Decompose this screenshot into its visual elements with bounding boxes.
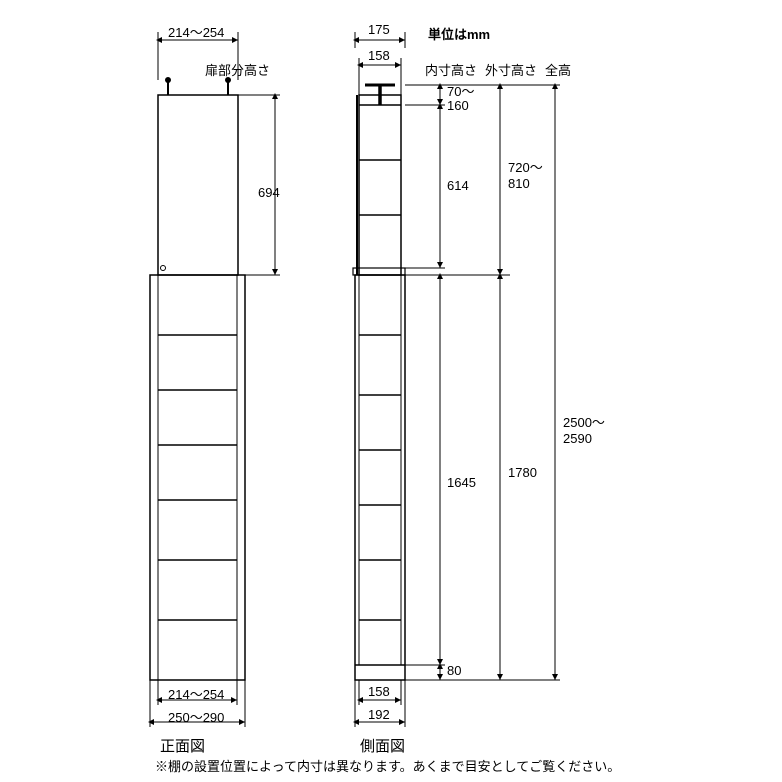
side-title: 側面図 <box>360 735 405 756</box>
front-view <box>150 32 280 727</box>
side-top-outer: 175 <box>368 22 390 37</box>
footnote: ※棚の設置位置によって内寸は異なります。あくまで目安としてご覧ください。 <box>155 756 620 775</box>
front-door-height: 694 <box>258 185 280 200</box>
dim-upper-inner: 614 <box>447 178 469 193</box>
side-view <box>353 32 405 727</box>
side-bottom-inner: 158 <box>368 684 390 699</box>
dim-lower-inner: 1645 <box>447 475 476 490</box>
diagram-canvas: 単位はmm 扉部分高さ 内寸高さ 外寸高さ 全高 214～254 694 214… <box>0 0 782 782</box>
dim-lower-outer: 1780 <box>508 465 537 480</box>
dim-adjuster: 70～160 <box>447 85 474 114</box>
dim-base: 80 <box>447 663 461 678</box>
front-title: 正面図 <box>160 735 205 756</box>
front-top-width: 214～254 <box>168 22 224 41</box>
dim-upper-outer: 720～810 <box>508 160 543 191</box>
front-bottom-outer: 250～290 <box>168 707 224 726</box>
dim-total: 2500～2590 <box>563 415 605 446</box>
unit-label: 単位はmm <box>428 24 490 43</box>
diagram-svg <box>0 0 782 782</box>
header-door-height: 扉部分高さ <box>205 60 270 79</box>
side-bottom-outer: 192 <box>368 707 390 722</box>
header-total-height: 全高 <box>545 60 571 79</box>
header-outer-height: 外寸高さ <box>485 60 537 79</box>
header-inner-height: 内寸高さ <box>425 60 477 79</box>
front-bottom-inner: 214～254 <box>168 684 224 703</box>
side-top-inner: 158 <box>368 48 390 63</box>
